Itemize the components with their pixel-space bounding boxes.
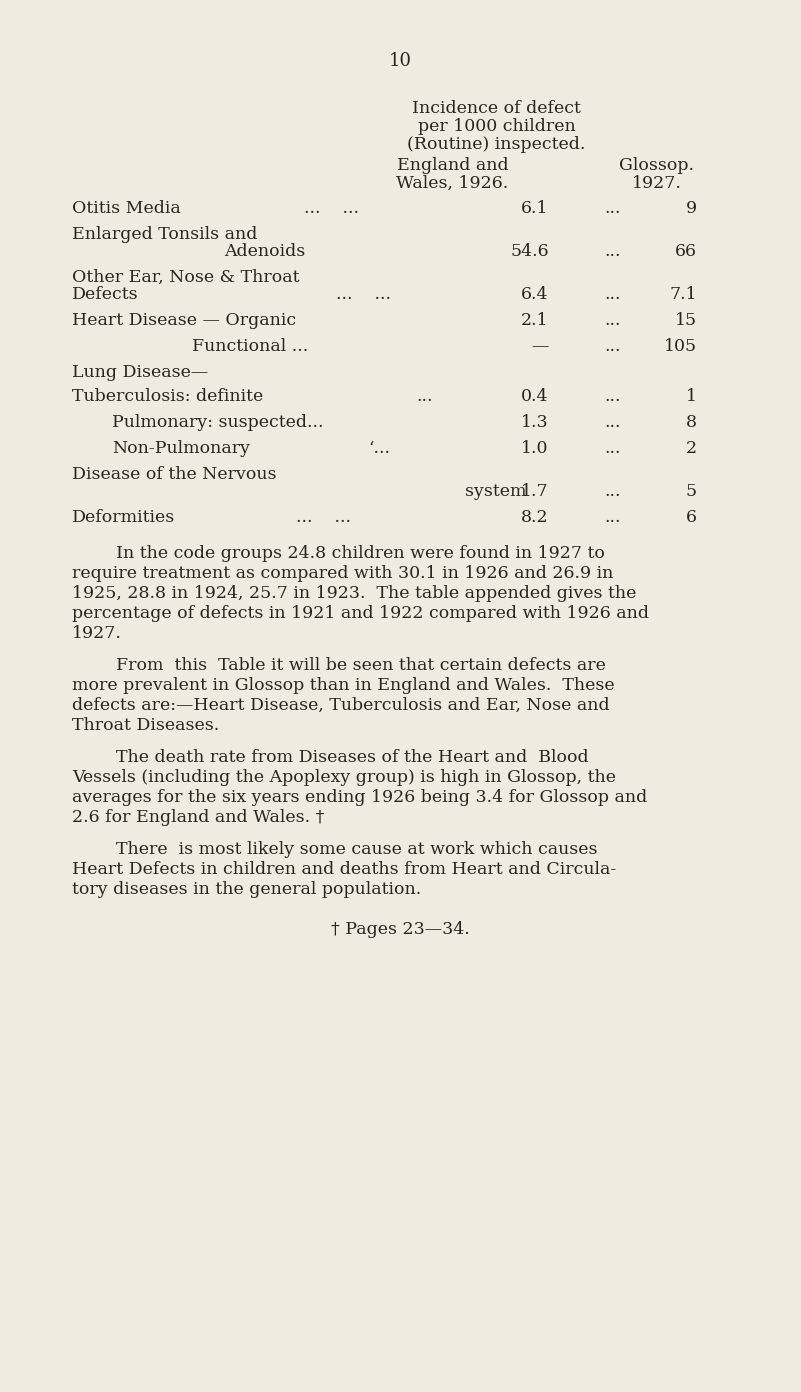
Text: tory diseases in the general population.: tory diseases in the general population. [72, 881, 421, 898]
Text: 105: 105 [664, 338, 697, 355]
Text: percentage of defects in 1921 and 1922 compared with 1926 and: percentage of defects in 1921 and 1922 c… [72, 606, 649, 622]
Text: 54.6: 54.6 [510, 244, 549, 260]
Text: Heart Defects in children and deaths from Heart and Circula-: Heart Defects in children and deaths fro… [72, 862, 616, 878]
Text: Enlarged Tonsils and: Enlarged Tonsils and [72, 226, 257, 244]
Text: In the code groups 24.8 children were found in 1927 to: In the code groups 24.8 children were fo… [72, 546, 605, 562]
Text: ...    ...: ... ... [336, 285, 392, 303]
Text: Incidence of defect: Incidence of defect [413, 100, 581, 117]
Text: Non-Pulmonary: Non-Pulmonary [112, 440, 250, 457]
Text: 8.2: 8.2 [521, 509, 549, 526]
Text: ...: ... [605, 338, 621, 355]
Text: (Routine) inspected.: (Routine) inspected. [408, 136, 586, 153]
Text: Other Ear, Nose & Throat: Other Ear, Nose & Throat [72, 269, 300, 285]
Text: ...: ... [605, 413, 621, 432]
Text: ...: ... [605, 483, 621, 500]
Text: 6.1: 6.1 [521, 200, 549, 217]
Text: ...    ...: ... ... [296, 509, 352, 526]
Text: 2: 2 [686, 440, 697, 457]
Text: ...: ... [605, 285, 621, 303]
Text: Defects: Defects [72, 285, 139, 303]
Text: Functional ...: Functional ... [192, 338, 308, 355]
Text: 0.4: 0.4 [521, 388, 549, 405]
Text: 1.0: 1.0 [521, 440, 549, 457]
Text: 1925, 28.8 in 1924, 25.7 in 1923.  The table appended gives the: 1925, 28.8 in 1924, 25.7 in 1923. The ta… [72, 585, 637, 601]
Text: ...    ...: ... ... [304, 200, 360, 217]
Text: more prevalent in Glossop than in England and Wales.  These: more prevalent in Glossop than in Englan… [72, 677, 614, 695]
Text: 5: 5 [686, 483, 697, 500]
Text: 1.7: 1.7 [521, 483, 549, 500]
Text: ...: ... [605, 388, 621, 405]
Text: per 1000 children: per 1000 children [418, 118, 575, 135]
Text: 1927.: 1927. [632, 175, 682, 192]
Text: system: system [465, 483, 526, 500]
Text: † Pages 23—34.: † Pages 23—34. [331, 922, 470, 938]
Text: ...: ... [605, 200, 621, 217]
Text: 2.1: 2.1 [521, 312, 549, 329]
Text: 9: 9 [686, 200, 697, 217]
Text: 7.1: 7.1 [670, 285, 697, 303]
Text: Heart Disease — Organic: Heart Disease — Organic [72, 312, 296, 329]
Text: Vessels (including the Apoplexy group) is high in Glossop, the: Vessels (including the Apoplexy group) i… [72, 768, 616, 786]
Text: 1: 1 [686, 388, 697, 405]
Text: 8: 8 [686, 413, 697, 432]
Text: England and: England and [396, 157, 509, 174]
Text: averages for the six years ending 1926 being 3.4 for Glossop and: averages for the six years ending 1926 b… [72, 789, 647, 806]
Text: Pulmonary: suspected...: Pulmonary: suspected... [112, 413, 324, 432]
Text: ...: ... [605, 509, 621, 526]
Text: 15: 15 [674, 312, 697, 329]
Text: defects are:—Heart Disease, Tuberculosis and Ear, Nose and: defects are:—Heart Disease, Tuberculosis… [72, 697, 610, 714]
Text: From  this  Table it will be seen that certain defects are: From this Table it will be seen that cer… [72, 657, 606, 674]
Text: ...: ... [605, 312, 621, 329]
Text: ...: ... [605, 244, 621, 260]
Text: Glossop.: Glossop. [619, 157, 694, 174]
Text: 1927.: 1927. [72, 625, 122, 642]
Text: Adenoids: Adenoids [224, 244, 305, 260]
Text: 1.3: 1.3 [521, 413, 549, 432]
Text: ...: ... [417, 388, 433, 405]
Text: ...: ... [605, 440, 621, 457]
Text: The death rate from Diseases of the Heart and  Blood: The death rate from Diseases of the Hear… [72, 749, 589, 766]
Text: Deformities: Deformities [72, 509, 175, 526]
Text: Tuberculosis: definite: Tuberculosis: definite [72, 388, 264, 405]
Text: 6.4: 6.4 [521, 285, 549, 303]
Text: 10: 10 [389, 52, 412, 70]
Text: 6: 6 [686, 509, 697, 526]
Text: There  is most likely some cause at work which causes: There is most likely some cause at work … [72, 841, 598, 857]
Text: Lung Disease—: Lung Disease— [72, 363, 208, 381]
Text: Disease of the Nervous: Disease of the Nervous [72, 466, 276, 483]
Text: 2.6 for England and Wales. †: 2.6 for England and Wales. † [72, 809, 324, 825]
Text: Throat Diseases.: Throat Diseases. [72, 717, 219, 734]
Text: —: — [531, 338, 549, 355]
Text: 66: 66 [675, 244, 697, 260]
Text: Otitis Media: Otitis Media [72, 200, 181, 217]
Text: Wales, 1926.: Wales, 1926. [396, 175, 509, 192]
Text: require treatment as compared with 30.1 in 1926 and 26.9 in: require treatment as compared with 30.1 … [72, 565, 614, 582]
Text: ‘...: ‘... [368, 440, 390, 457]
